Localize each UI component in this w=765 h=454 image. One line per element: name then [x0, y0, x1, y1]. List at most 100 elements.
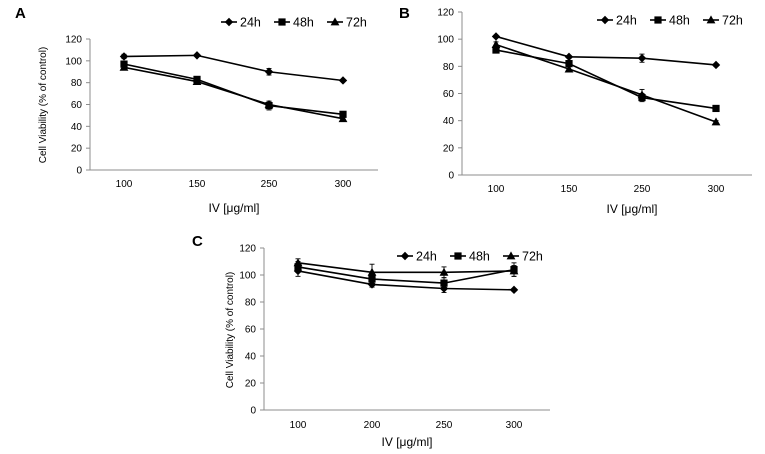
data-point-72h [119, 62, 129, 71]
legend-entry-48h: 48h [274, 16, 314, 30]
y-tick-label: 80 [443, 62, 455, 73]
panel-letter-c: C [192, 233, 203, 250]
data-point-72h [293, 258, 303, 267]
y-tick-label: 20 [245, 379, 257, 390]
y-tick-label: 60 [245, 325, 257, 336]
series-48h-b [492, 46, 720, 113]
legend-marker-72h [506, 251, 516, 260]
y-axis-title-c: Cell Viability (% of control) [225, 272, 236, 389]
series-48h-c [294, 261, 518, 289]
series-48h-a [120, 60, 347, 118]
y-tick-label: 80 [71, 78, 83, 89]
data-point-48h [492, 46, 500, 54]
legend-marker-48h [454, 252, 462, 260]
y-tick-label: 100 [437, 35, 454, 46]
series-24h-a [119, 51, 348, 85]
legend-entry-72h: 72h [703, 14, 743, 28]
series-72h-a [119, 62, 348, 123]
data-point-72h [338, 114, 348, 123]
legend-entry-24h: 24h [221, 16, 261, 30]
series-line-24h [297, 270, 515, 291]
panels-root: A 0 20 40 60 80 100 120 100 150 250 300 IV [μg/ml] Ce… [15, 5, 752, 449]
data-point-24h [711, 60, 721, 70]
legend-marker-48h [278, 18, 286, 26]
x-tick-label: 300 [506, 420, 523, 431]
series-line-72h [495, 43, 717, 123]
x-tick-label: 250 [436, 420, 453, 431]
x-tick-label: 250 [261, 179, 278, 190]
legend-label: 48h [469, 250, 490, 264]
legend-label: 24h [416, 250, 437, 264]
legend-label: 48h [293, 16, 314, 30]
legend-marker-72h [330, 17, 340, 26]
legend-label: 48h [669, 14, 690, 28]
y-tick-label: 60 [71, 100, 83, 111]
data-point-24h [264, 67, 274, 76]
data-point-72h [264, 99, 274, 108]
data-point-72h [564, 64, 574, 73]
data-point-24h [637, 53, 647, 63]
data-point-24h [119, 52, 129, 61]
data-point-72h [637, 90, 647, 99]
series-line-24h [123, 54, 344, 82]
y-tick-label: 20 [71, 144, 83, 155]
legend-entry-48h: 48h [650, 14, 690, 28]
data-point-72h [439, 267, 449, 276]
data-point-24h [338, 76, 348, 85]
series-72h-b [491, 40, 721, 126]
series-24h-c [293, 265, 519, 295]
panel-b: B 0 20 40 60 80 100 120 100 150 250 300 IV [μg/ml] 24… [399, 5, 752, 216]
x-tick-label: 150 [189, 179, 206, 190]
data-point-48h [712, 104, 720, 113]
x-axis-title-c: IV [μg/ml] [382, 435, 433, 449]
y-tick-label: 100 [239, 271, 256, 282]
y-tick-label: 0 [250, 406, 256, 417]
series-line-48h [123, 63, 344, 116]
y-tick-label: 0 [448, 171, 454, 182]
y-axis-title-a: Cell Viability (% of control) [38, 47, 49, 164]
y-tick-label: 60 [443, 89, 455, 100]
legend-entry-72h: 72h [327, 16, 367, 30]
x-tick-label: 250 [634, 184, 651, 195]
y-tick-label: 120 [65, 35, 82, 46]
legend-marker-72h [706, 15, 716, 24]
legend-label: 24h [240, 16, 261, 30]
y-tick-label: 80 [245, 298, 257, 309]
x-axis-title-a: IV [μg/ml] [209, 201, 260, 215]
data-point-48h [565, 60, 573, 68]
y-tick-label: 40 [245, 352, 257, 363]
legend-marker-24h [600, 15, 610, 25]
data-point-24h [509, 285, 519, 295]
data-point-72h [711, 117, 721, 126]
series-line-24h [495, 35, 717, 66]
x-tick-label: 300 [335, 179, 352, 190]
series-72h-c [293, 258, 519, 281]
data-point-72h [509, 266, 519, 275]
legend-label: 72h [722, 14, 743, 28]
data-point-72h [192, 76, 202, 85]
legend-entry-48h: 48h [450, 250, 490, 264]
data-point-48h [440, 279, 448, 287]
x-tick-label: 150 [561, 184, 578, 195]
x-tick-label: 300 [708, 184, 725, 195]
data-point-72h [491, 40, 501, 48]
series-line-72h [123, 66, 344, 120]
y-tick-label: 120 [437, 8, 454, 19]
data-point-24h [192, 51, 202, 60]
y-tick-label: 20 [443, 143, 455, 154]
data-point-72h [367, 267, 377, 276]
x-tick-label: 100 [290, 420, 307, 431]
series-line-72h [297, 262, 515, 274]
data-point-24h [491, 32, 501, 41]
y-tick-label: 40 [443, 116, 455, 127]
panel-c: C 0 20 40 60 80 100 120 100 200 250 300 IV [μg/ml] Ce… [192, 233, 550, 449]
legend-label: 72h [346, 16, 367, 30]
legend-entry-24h: 24h [397, 250, 437, 264]
series-24h-b [491, 32, 721, 70]
legend-label: 24h [616, 14, 637, 28]
legend-marker-48h [654, 16, 662, 24]
x-tick-label: 200 [364, 420, 381, 431]
data-point-24h [564, 52, 574, 62]
legend-entry-24h: 24h [597, 14, 637, 28]
